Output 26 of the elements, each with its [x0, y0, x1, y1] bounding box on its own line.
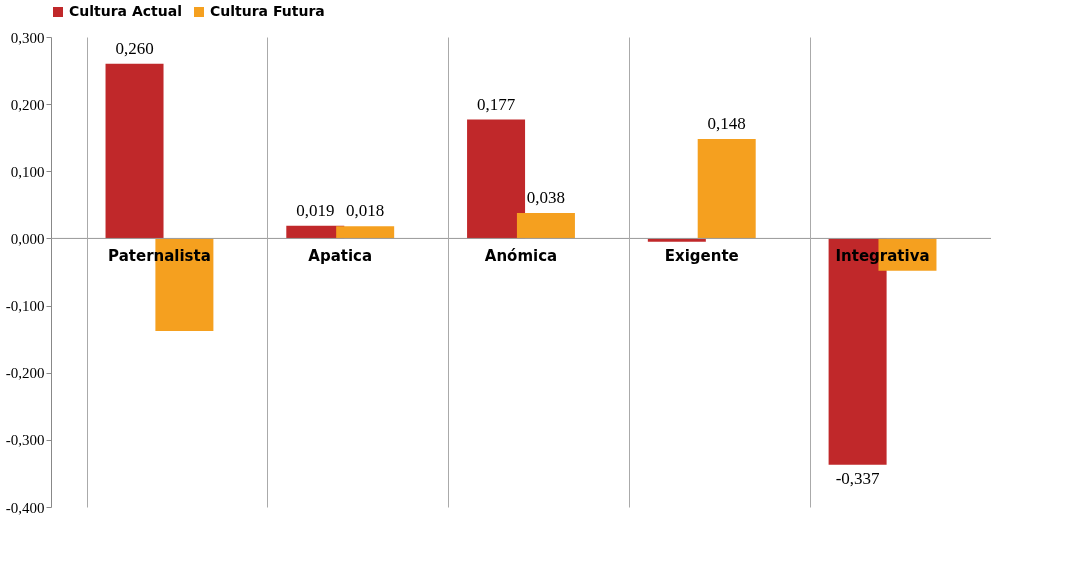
- y-tick-label: 0,300: [10, 29, 45, 46]
- bar: [516, 212, 575, 239]
- data-label: -0,337: [835, 468, 881, 488]
- data-label: 0,148: [707, 114, 746, 134]
- x-tick-label: Exigente: [664, 246, 739, 265]
- x-tick-label: Integrativa: [835, 246, 930, 265]
- bar: [697, 139, 756, 239]
- y-tick-label: -0,300: [5, 432, 45, 449]
- y-tick-label: 0,100: [10, 163, 45, 180]
- y-tick-label: 0,000: [10, 230, 45, 247]
- data-label: 0,177: [476, 94, 516, 114]
- y-tick-label: -0,100: [5, 298, 45, 315]
- bar: [467, 119, 526, 239]
- bar: [336, 226, 395, 239]
- data-label: 0,260: [115, 38, 154, 58]
- legend-label: Cultura Futura: [210, 3, 325, 19]
- data-label: 0,038: [526, 187, 566, 207]
- y-tick-label: 0,200: [10, 96, 45, 113]
- legend-label: Cultura Actual: [69, 3, 182, 19]
- y-tick-label: -0,400: [5, 499, 45, 516]
- x-tick-label: Apatica: [308, 246, 373, 265]
- x-tick-label: Anómica: [484, 246, 558, 265]
- bar: [105, 63, 164, 239]
- data-label: 0,019: [296, 200, 335, 220]
- data-label: 0,018: [346, 201, 385, 221]
- y-tick-label: -0,200: [5, 365, 45, 382]
